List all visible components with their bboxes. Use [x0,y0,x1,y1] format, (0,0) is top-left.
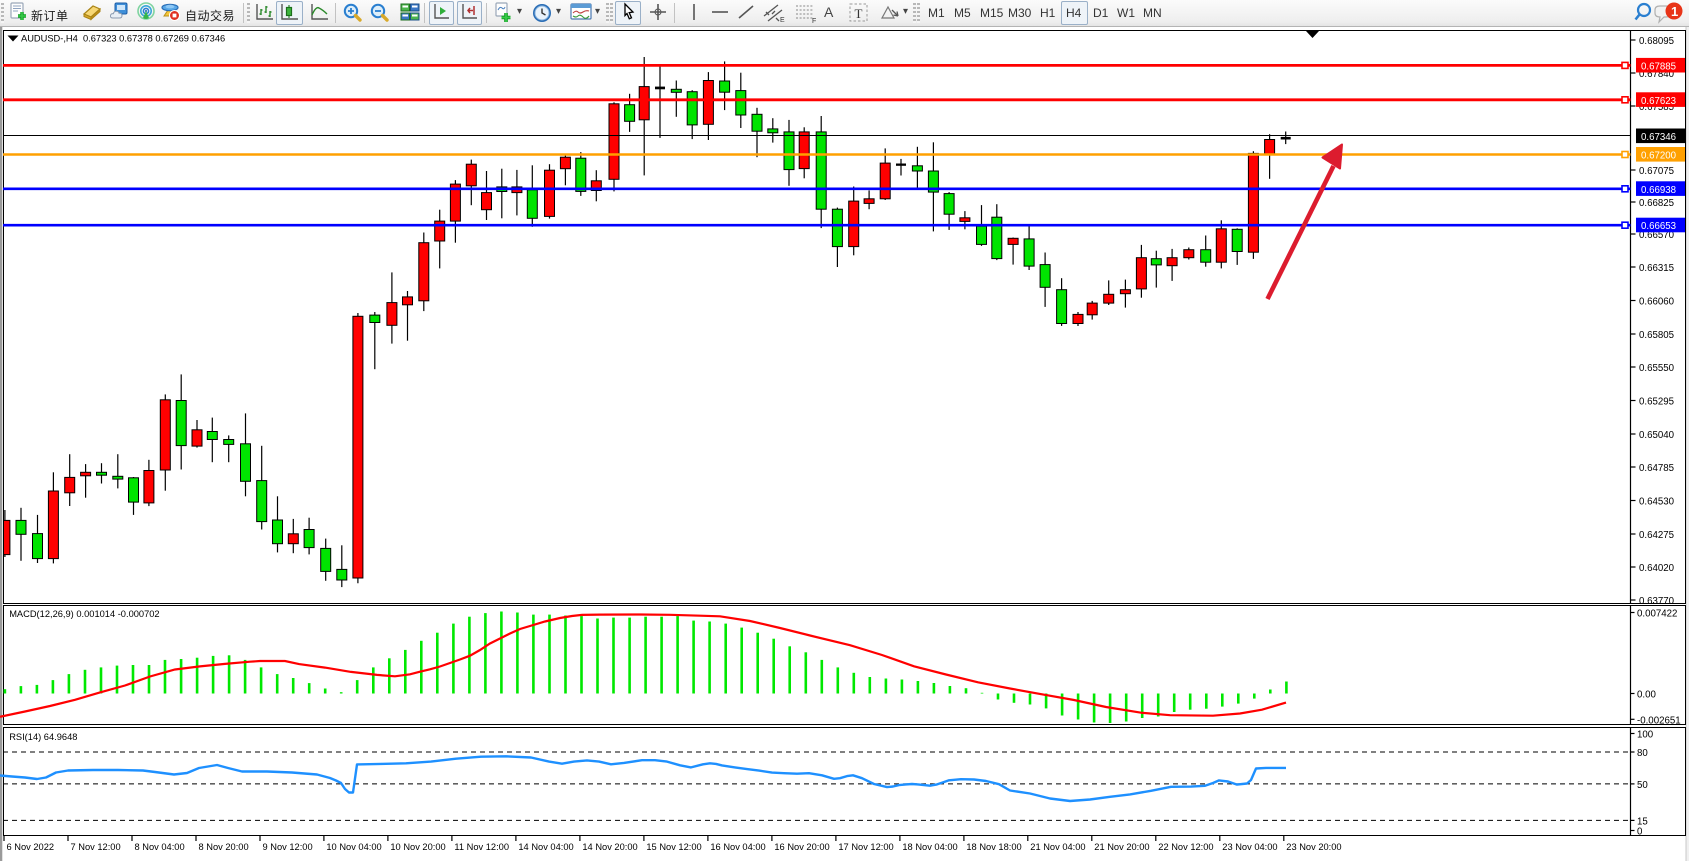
svg-text:-0.002651: -0.002651 [1637,715,1681,726]
svg-text:0.67623: 0.67623 [1641,96,1676,107]
svg-text:F: F [812,18,816,24]
svg-text:E: E [780,17,785,24]
svg-text:14 Nov 04:00: 14 Nov 04:00 [518,842,573,852]
svg-text:0.66315: 0.66315 [1639,263,1674,274]
svg-text:0.67885: 0.67885 [1641,61,1676,72]
svg-text:11 Nov 12:00: 11 Nov 12:00 [454,842,509,852]
svg-text:0.64275: 0.64275 [1639,530,1674,541]
svg-text:0.67585: 0.67585 [1639,102,1674,113]
svg-text:1: 1 [1671,4,1678,19]
svg-text:0.63770: 0.63770 [1639,596,1675,607]
svg-text:8 Nov 04:00: 8 Nov 04:00 [135,842,185,852]
svg-text:0.64530: 0.64530 [1639,497,1675,508]
svg-text:14 Nov 20:00: 14 Nov 20:00 [582,842,637,852]
svg-text:0.66653: 0.66653 [1641,221,1676,232]
svg-text:MACD(12,26,9) 0.001014 -0.0007: MACD(12,26,9) 0.001014 -0.000702 [9,609,159,619]
svg-text:16 Nov 20:00: 16 Nov 20:00 [774,842,829,852]
svg-text:0.67075: 0.67075 [1639,166,1674,177]
svg-text:18 Nov 04:00: 18 Nov 04:00 [902,842,957,852]
svg-text:50: 50 [1637,780,1648,791]
svg-text:6 Nov 2022: 6 Nov 2022 [7,842,55,852]
svg-text:21 Nov 04:00: 21 Nov 04:00 [1030,842,1085,852]
svg-text:16 Nov 04:00: 16 Nov 04:00 [710,842,765,852]
svg-text:23 Nov 20:00: 23 Nov 20:00 [1286,842,1341,852]
svg-text:0.66060: 0.66060 [1639,297,1675,308]
svg-text:17 Nov 12:00: 17 Nov 12:00 [838,842,893,852]
svg-text:0.67840: 0.67840 [1639,69,1675,80]
svg-text:0.66825: 0.66825 [1639,198,1674,209]
svg-text:0.67346: 0.67346 [1641,132,1676,143]
svg-text:15: 15 [1637,816,1648,827]
svg-text:0.007422: 0.007422 [1637,609,1677,620]
svg-text:15 Nov 12:00: 15 Nov 12:00 [646,842,701,852]
svg-text:80: 80 [1637,748,1648,759]
svg-text:100: 100 [1637,730,1654,741]
svg-text:0.65805: 0.65805 [1639,330,1674,341]
svg-text:18 Nov 18:00: 18 Nov 18:00 [966,842,1021,852]
svg-text:0.65040: 0.65040 [1639,430,1675,441]
svg-text:23 Nov 04:00: 23 Nov 04:00 [1222,842,1277,852]
svg-text:8 Nov 20:00: 8 Nov 20:00 [199,842,249,852]
svg-text:0.66938: 0.66938 [1641,185,1676,196]
svg-text:22 Nov 12:00: 22 Nov 12:00 [1158,842,1213,852]
svg-text:0.65295: 0.65295 [1639,397,1674,408]
svg-text:0.66570: 0.66570 [1639,230,1675,241]
svg-text:21 Nov 20:00: 21 Nov 20:00 [1094,842,1149,852]
svg-text:0.00: 0.00 [1637,690,1656,701]
svg-text:9 Nov 12:00: 9 Nov 12:00 [263,842,313,852]
svg-text:0.67200: 0.67200 [1641,151,1677,162]
svg-text:0: 0 [1637,827,1643,838]
svg-text:0.64785: 0.64785 [1639,463,1674,474]
svg-text:0.64020: 0.64020 [1639,563,1675,574]
svg-text:10 Nov 20:00: 10 Nov 20:00 [390,842,445,852]
svg-text:0.65550: 0.65550 [1639,363,1675,374]
svg-text:RSI(14) 64.9648: RSI(14) 64.9648 [9,732,77,742]
svg-text:7 Nov 12:00: 7 Nov 12:00 [71,842,121,852]
svg-text:AUDUSD-,H4 0.67323 0.67378 0.: AUDUSD-,H4 0.67323 0.67378 0.67269 0.673… [21,34,225,44]
svg-text:10 Nov 04:00: 10 Nov 04:00 [326,842,381,852]
svg-text:0.68095: 0.68095 [1639,36,1674,47]
svg-text:T: T [855,6,863,21]
